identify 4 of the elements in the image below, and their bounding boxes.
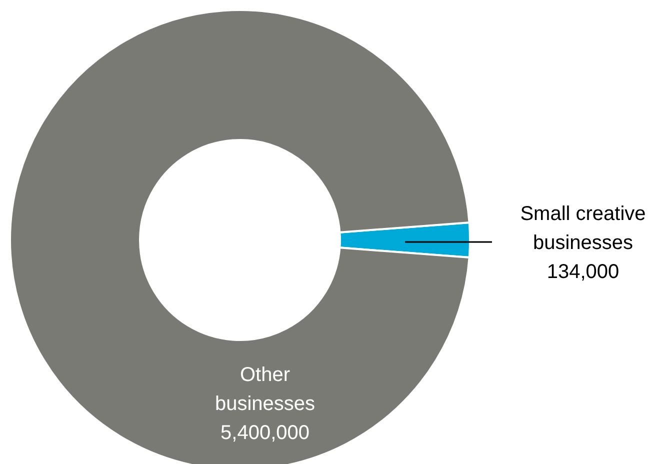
slice-label: Small creative businesses xyxy=(520,203,646,254)
slice-label: Other businesses xyxy=(214,364,316,415)
data-label: 5,400,000 xyxy=(220,422,310,444)
data-label: 134,000 xyxy=(546,261,620,283)
